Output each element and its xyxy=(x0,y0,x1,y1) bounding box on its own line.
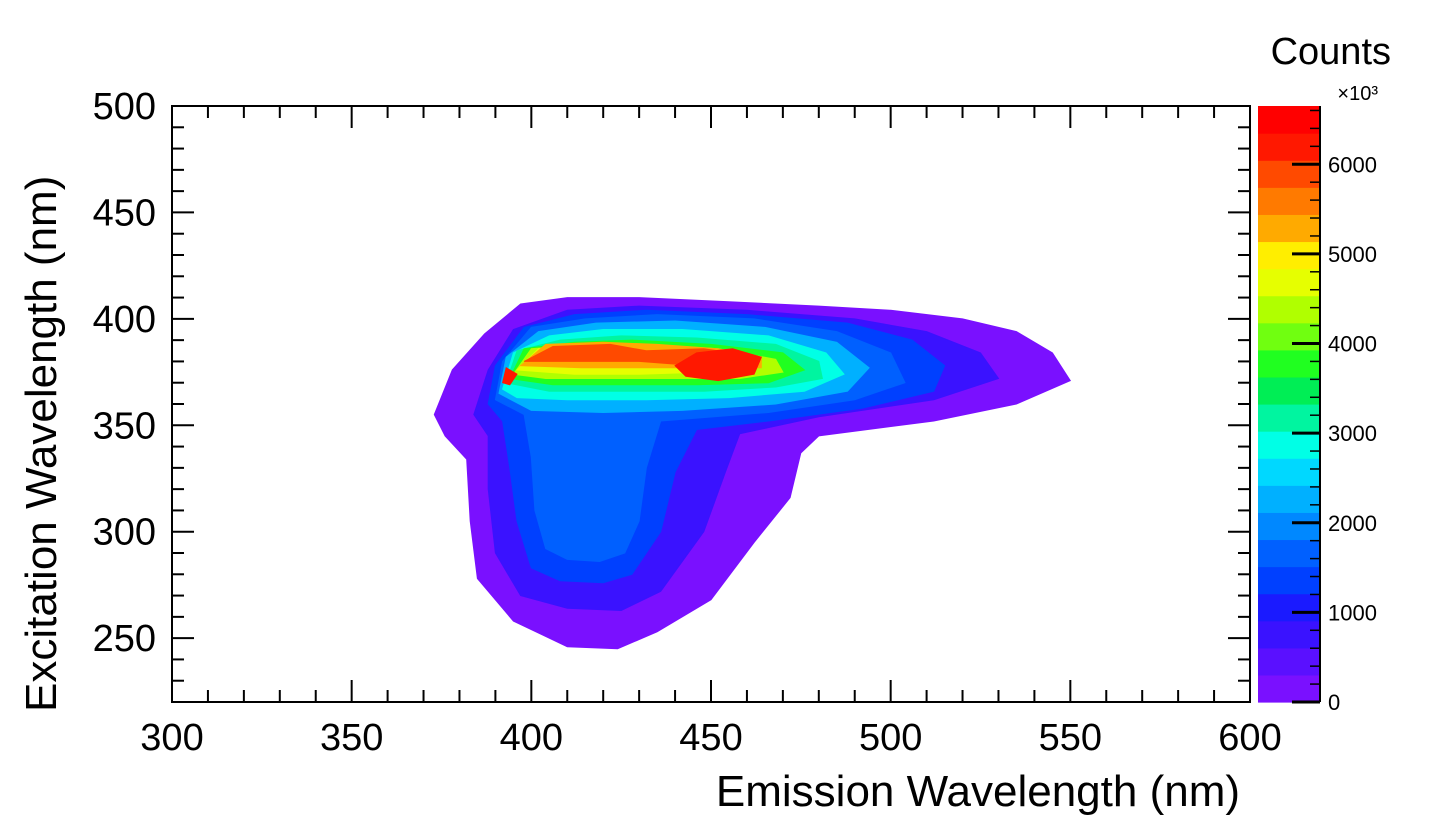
colorbar-tick-label: 0 xyxy=(1328,690,1340,715)
colorbar-segment xyxy=(1258,593,1320,622)
colorbar-segment xyxy=(1258,133,1320,161)
colorbar-segment xyxy=(1258,295,1320,324)
contour-regions xyxy=(433,297,1072,650)
colorbar-tick-label: 2000 xyxy=(1328,511,1377,536)
x-tick-label: 600 xyxy=(1218,717,1281,759)
x-tick-label: 300 xyxy=(140,717,203,759)
colorbar-segment xyxy=(1258,431,1320,459)
y-tick-label: 400 xyxy=(93,299,156,341)
colorbar-tick-label: 1000 xyxy=(1328,600,1377,625)
colorbar: 0 1000 2000 3000 4000 5000 6000 xyxy=(1258,106,1377,715)
x-axis: 300 350 400 450 500 550 600 xyxy=(140,106,1282,759)
y-tick-label: 450 xyxy=(93,192,156,234)
colorbar-segment xyxy=(1258,674,1320,703)
y-tick-label: 300 xyxy=(93,512,156,554)
colorbar-tick-label: 6000 xyxy=(1328,152,1377,177)
colorbar-segment xyxy=(1258,512,1320,541)
colorbar-title: Counts xyxy=(1271,31,1391,73)
colorbar-tick-label: 4000 xyxy=(1328,332,1377,357)
colorbar-segment xyxy=(1258,566,1320,595)
y-axis-title: Excitation Wavelength (nm) xyxy=(17,176,66,712)
x-tick-label: 500 xyxy=(859,717,922,759)
colorbar-segment xyxy=(1258,349,1320,378)
colorbar-segment xyxy=(1258,539,1320,568)
colorbar-segment xyxy=(1258,620,1320,649)
y-tick-label: 350 xyxy=(93,405,156,447)
colorbar-tick-label: 3000 xyxy=(1328,421,1377,446)
y-axis: 250 300 350 400 450 500 xyxy=(93,86,1250,703)
y-tick-label: 500 xyxy=(93,86,156,128)
x-axis-title: Emission Wavelength (nm) xyxy=(716,767,1240,816)
colorbar-tick-label: 5000 xyxy=(1328,242,1377,267)
colorbar-segment xyxy=(1258,376,1320,405)
colorbar-segment xyxy=(1258,647,1320,676)
y-tick-label: 250 xyxy=(93,618,156,660)
contour-region-12 xyxy=(674,348,762,382)
x-tick-label: 550 xyxy=(1039,717,1102,759)
colorbar-segment xyxy=(1258,106,1320,134)
colorbar-segment xyxy=(1258,187,1320,215)
colorbar-segment xyxy=(1258,268,1320,297)
x-tick-label: 400 xyxy=(500,717,563,759)
x-tick-label: 350 xyxy=(320,717,383,759)
contour-region-13 xyxy=(502,367,518,386)
colorbar-segment xyxy=(1258,404,1320,432)
colorbar-segment xyxy=(1258,322,1320,351)
colorbar-segment xyxy=(1258,214,1320,243)
colorbar-exponent: ×10³ xyxy=(1337,83,1378,105)
colorbar-segment xyxy=(1258,485,1320,513)
colorbar-segment xyxy=(1258,458,1320,486)
x-tick-label: 450 xyxy=(679,717,742,759)
